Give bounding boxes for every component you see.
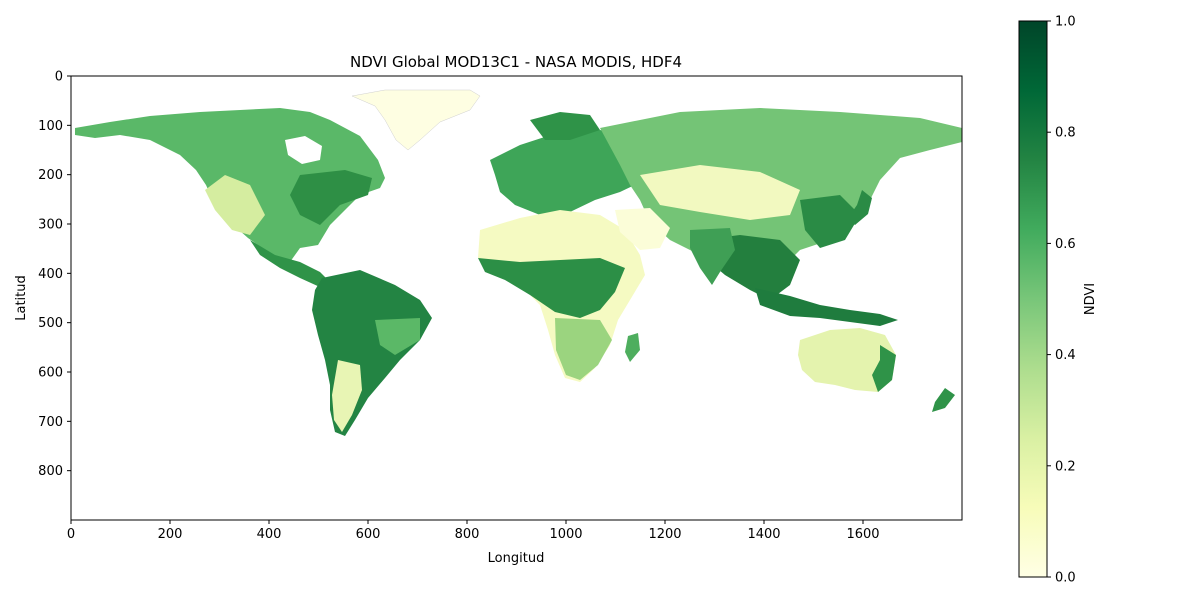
australia-east-coast <box>872 345 896 392</box>
ndvi-map <box>75 89 962 436</box>
na-east-forest <box>290 170 372 225</box>
x-tick-label: 1400 <box>747 527 780 542</box>
x-tick-label: 600 <box>356 527 381 542</box>
indonesia <box>755 288 898 326</box>
africa-south <box>555 318 612 380</box>
x-tick-label: 1200 <box>648 527 681 542</box>
y-axis-ticks: 0 100 200 300 400 500 600 700 800 <box>38 70 71 479</box>
colorbar-ticks: 0.0 0.2 0.4 0.6 0.8 1.0 <box>1047 15 1076 586</box>
y-tick-label: 600 <box>38 366 63 381</box>
x-tick-label: 1000 <box>549 527 582 542</box>
colorbar-tick-label: 0.2 <box>1055 459 1076 474</box>
y-tick-label: 100 <box>38 119 63 134</box>
y-tick-label: 0 <box>55 70 63 85</box>
scandinavia <box>530 112 600 140</box>
x-tick-label: 400 <box>257 527 282 542</box>
na-west-dry <box>205 175 265 235</box>
x-tick-label: 1600 <box>846 527 879 542</box>
y-tick-label: 500 <box>38 316 63 331</box>
new-zealand <box>932 388 955 412</box>
india <box>690 228 735 285</box>
madagascar <box>625 333 640 362</box>
south-america <box>312 270 432 436</box>
central-america <box>250 240 330 288</box>
arabia <box>615 208 670 250</box>
y-tick-label: 300 <box>38 218 63 233</box>
y-tick-label: 700 <box>38 415 63 430</box>
africa-tropical <box>478 258 625 318</box>
colorbar-tick-label: 0.0 <box>1055 571 1076 586</box>
x-tick-label: 0 <box>67 527 75 542</box>
colorbar-tick-label: 1.0 <box>1055 15 1076 30</box>
australia <box>798 328 896 392</box>
japan <box>848 190 872 225</box>
x-tick-label: 800 <box>455 527 480 542</box>
colorbar-tick-label: 0.6 <box>1055 237 1076 252</box>
y-axis-label: Latitud <box>14 275 29 321</box>
hudson-bay <box>285 136 322 164</box>
y-tick-label: 200 <box>38 168 63 183</box>
x-axis-label: Longitud <box>488 551 545 566</box>
central-asia-dry <box>640 165 800 220</box>
x-tick-label: 200 <box>158 527 183 542</box>
plot-frame <box>70 75 963 521</box>
greenland <box>351 89 481 151</box>
y-tick-label: 800 <box>38 464 63 479</box>
colorbar-label: NDVI <box>1083 283 1098 315</box>
colorbar-tick-label: 0.4 <box>1055 348 1076 363</box>
chart-title: NDVI Global MOD13C1 - NASA MODIS, HDF4 <box>350 53 682 71</box>
sa-east <box>375 318 420 355</box>
x-axis-ticks: 0 200 400 600 800 1000 1200 1400 1600 <box>67 520 880 542</box>
east-china <box>800 195 860 248</box>
y-tick-label: 400 <box>38 267 63 282</box>
colorbar <box>1018 20 1048 578</box>
colorbar-tick-label: 0.8 <box>1055 126 1076 141</box>
sa-south-dry <box>332 360 362 432</box>
